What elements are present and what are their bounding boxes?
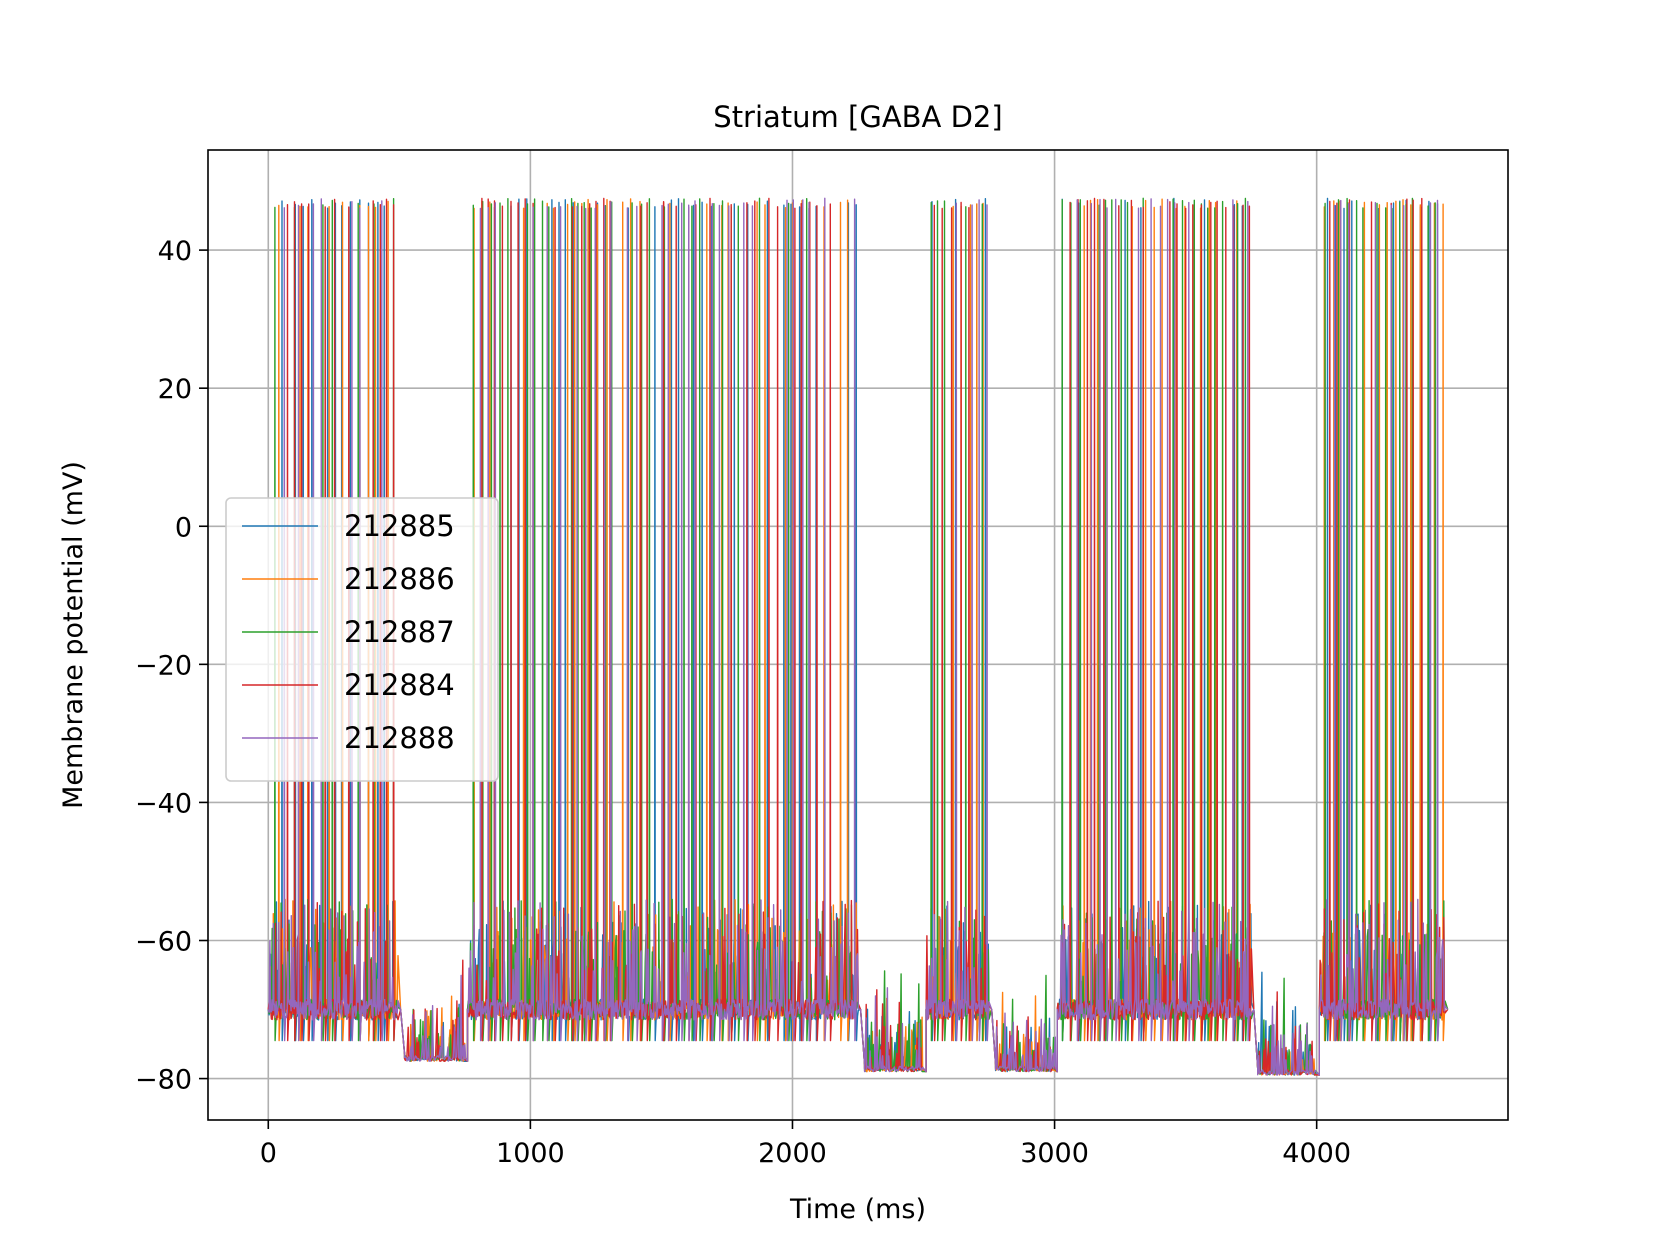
axis-ticks: 0 1000 2000 3000 4000 40 20 0 −20 −40 −60 −80 xyxy=(135,236,1351,1169)
x-tick-label: 0 xyxy=(260,1138,277,1169)
legend-label: 212884 xyxy=(344,668,455,702)
y-tick-label: 0 xyxy=(175,512,192,543)
x-tick-label: 4000 xyxy=(1282,1138,1351,1169)
y-axis-label: Membrane potential (mV) xyxy=(58,461,89,809)
legend-label: 212885 xyxy=(344,509,455,543)
y-tick-label: −60 xyxy=(135,926,192,957)
x-tick-label: 3000 xyxy=(1020,1138,1089,1169)
y-tick-label: −40 xyxy=(135,788,192,819)
legend-label: 212886 xyxy=(344,562,455,596)
series-line-212884 xyxy=(267,197,1449,1076)
legend: 212885 212886 212887 212884 212888 xyxy=(225,497,499,782)
x-tick-label: 2000 xyxy=(758,1138,827,1169)
legend-label: 212888 xyxy=(344,721,455,755)
x-axis-label: Time (ms) xyxy=(789,1194,926,1225)
y-tick-label: 40 xyxy=(158,236,192,267)
y-tick-label: 20 xyxy=(158,374,192,405)
y-tick-label: −20 xyxy=(135,650,192,681)
x-tick-label: 1000 xyxy=(496,1138,565,1169)
series-line-212888 xyxy=(267,197,1449,1076)
plot-frame xyxy=(207,149,1509,1121)
y-tick-label: −80 xyxy=(135,1065,192,1096)
legend-label: 212887 xyxy=(344,615,455,649)
legend-box xyxy=(225,497,499,782)
series-traces xyxy=(267,197,1449,1076)
chart-title: Striatum [GABA D2] xyxy=(713,100,1002,134)
